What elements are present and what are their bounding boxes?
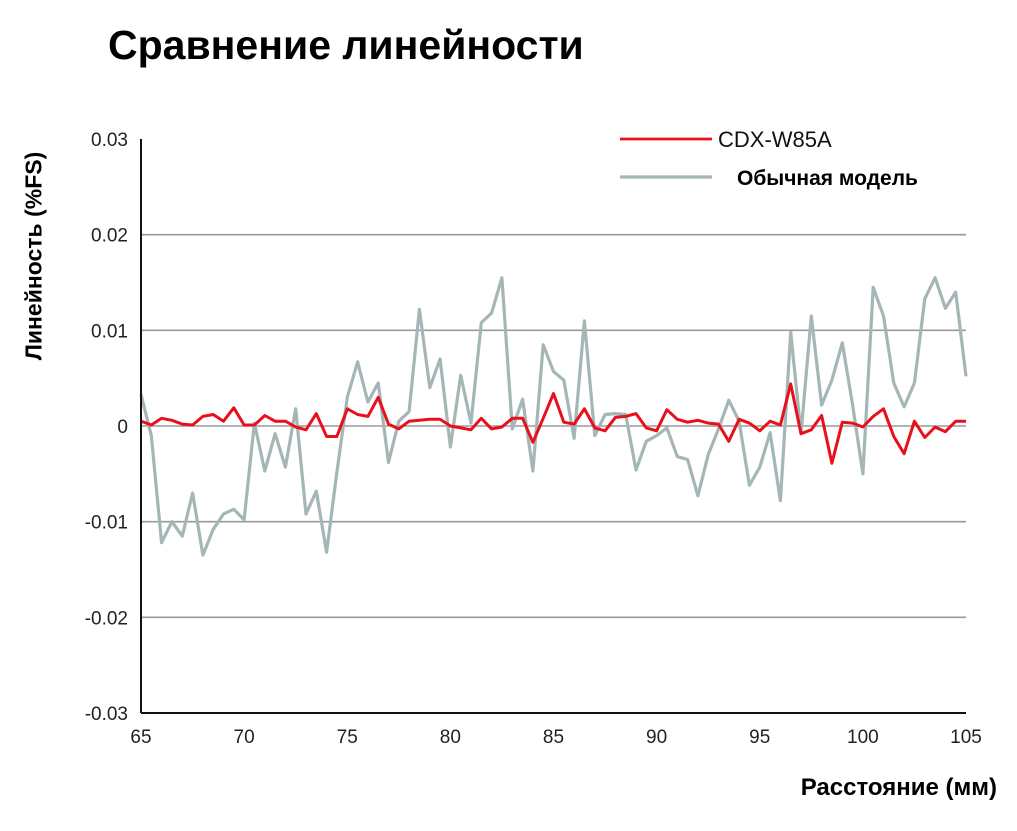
legend-label: CDX-W85A [718,127,832,152]
y-tick-label: -0.03 [85,704,128,725]
y-tick-label: -0.01 [85,513,128,534]
series-lines [139,276,968,557]
y-tick-labels: 0.03 0.02 0.01 0 -0.01 -0.02 -0.03 [85,130,128,725]
axes [140,139,966,714]
y-tick-label: 0.03 [91,130,128,151]
legend-label: Обычная модель [737,167,918,190]
y-tick-label: 0 [117,417,128,438]
x-tick-labels: 65 70 75 80 85 90 95 100 105 [130,727,981,748]
y-tick-label: 0.02 [91,226,128,247]
series-line-conventional-model [139,276,968,557]
x-tick-label: 95 [749,727,770,748]
x-tick-label: 65 [130,727,151,748]
x-tick-label: 105 [950,727,982,748]
grid-lines [141,233,966,619]
x-tick-label: 90 [646,727,667,748]
chart-title: Сравнение линейности [108,22,584,68]
x-tick-label: 70 [234,727,255,748]
x-tick-label: 80 [440,727,461,748]
series-line-cdx-w85a [140,382,966,465]
legend: CDX-W85A Обычная модель [620,127,918,190]
x-tick-label: 75 [337,727,358,748]
y-tick-label: 0.01 [91,321,128,342]
x-axis-label: Расстояние (мм) [800,774,997,801]
x-tick-label: 100 [847,727,879,748]
x-tick-label: 85 [543,727,564,748]
y-tick-label: -0.02 [85,608,128,629]
